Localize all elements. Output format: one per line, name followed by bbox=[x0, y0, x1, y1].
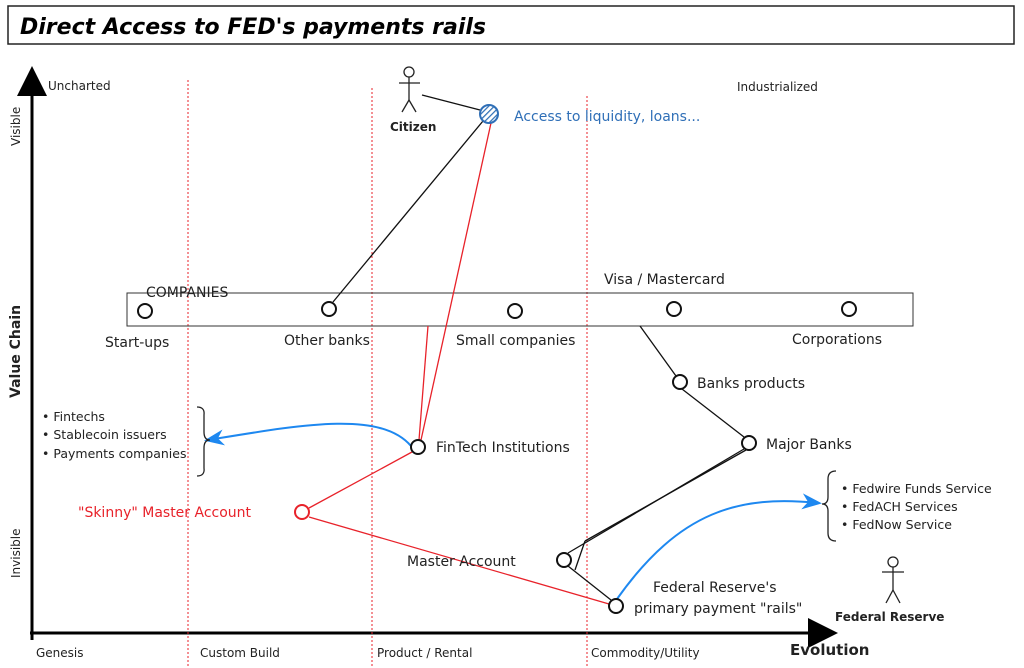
node-skinny[interactable] bbox=[294, 504, 310, 520]
stage-commodity: Commodity/Utility bbox=[591, 646, 700, 660]
links-black bbox=[332, 94, 747, 601]
node-major-banks[interactable] bbox=[741, 435, 757, 451]
stage-dividers bbox=[187, 80, 588, 668]
y-axis-label: Value Chain bbox=[8, 305, 24, 398]
node-master-account[interactable] bbox=[556, 552, 572, 568]
node-banks-products[interactable] bbox=[672, 374, 688, 390]
y-top-label: Visible bbox=[9, 107, 23, 146]
links-red bbox=[308, 122, 610, 605]
fintech-list: • Fintechs • Stablecoin issuers • Paymen… bbox=[42, 409, 186, 461]
node-visa-mastercard[interactable] bbox=[666, 301, 682, 317]
industrialized-label: Industrialized bbox=[737, 80, 818, 94]
title-box bbox=[7, 5, 1015, 45]
companies-label: COMPANIES bbox=[146, 285, 228, 301]
stage-custom: Custom Build bbox=[200, 646, 280, 660]
label-rails-1: Federal Reserve's bbox=[653, 580, 777, 596]
node-other-banks[interactable] bbox=[321, 301, 337, 317]
stage-genesis: Genesis bbox=[36, 646, 84, 660]
list-item: • FedACH Services bbox=[841, 499, 958, 514]
arrow-fintech-to-list bbox=[204, 422, 412, 447]
label-major-banks: Major Banks bbox=[766, 437, 852, 453]
node-access[interactable] bbox=[479, 104, 499, 124]
companies-group-box bbox=[126, 292, 914, 327]
label-skinny: "Skinny" Master Account bbox=[78, 505, 252, 521]
label-small-companies: Small companies bbox=[456, 333, 575, 349]
fed-list: • Fedwire Funds Service • FedACH Service… bbox=[841, 481, 992, 532]
label-rails-2: primary payment "rails" bbox=[634, 601, 802, 617]
label-fintech: FinTech Institutions bbox=[436, 440, 570, 456]
label-banks-products: Banks products bbox=[697, 376, 805, 392]
company-nodes bbox=[137, 301, 857, 614]
fintech-bracket bbox=[196, 406, 211, 477]
x-axis-label: Evolution bbox=[790, 641, 869, 659]
label-federal-reserve: Federal Reserve bbox=[835, 610, 944, 624]
stage-product: Product / Rental bbox=[377, 646, 472, 660]
list-item: • FedNow Service bbox=[841, 517, 952, 532]
list-item: • Fedwire Funds Service bbox=[841, 481, 992, 496]
list-item: • Payments companies bbox=[42, 446, 186, 461]
label-startups: Start-ups bbox=[105, 335, 169, 351]
node-fintech[interactable] bbox=[410, 439, 426, 455]
uncharted-label: Uncharted bbox=[48, 79, 111, 93]
label-access: Access to liquidity, loans... bbox=[514, 109, 700, 125]
label-other-banks: Other banks bbox=[284, 333, 370, 349]
arrow-rails-to-list bbox=[616, 493, 822, 600]
y-bottom-label: Invisible bbox=[9, 529, 23, 579]
list-item: • Fintechs bbox=[42, 409, 105, 424]
node-rails[interactable] bbox=[608, 598, 624, 614]
page-title: Direct Access to FED's payments rails bbox=[20, 15, 486, 40]
label-master-account: Master Account bbox=[407, 554, 516, 570]
list-item: • Stablecoin issuers bbox=[42, 427, 167, 442]
fed-bracket bbox=[821, 470, 837, 542]
label-corporations: Corporations bbox=[792, 332, 882, 348]
node-startups[interactable] bbox=[137, 303, 153, 319]
node-small-companies[interactable] bbox=[507, 303, 523, 319]
federal-reserve-icon bbox=[882, 556, 904, 604]
node-corporations[interactable] bbox=[841, 301, 857, 317]
label-visa-mastercard: Visa / Mastercard bbox=[604, 272, 725, 288]
citizen-icon bbox=[399, 66, 420, 113]
label-citizen: Citizen bbox=[390, 120, 436, 134]
